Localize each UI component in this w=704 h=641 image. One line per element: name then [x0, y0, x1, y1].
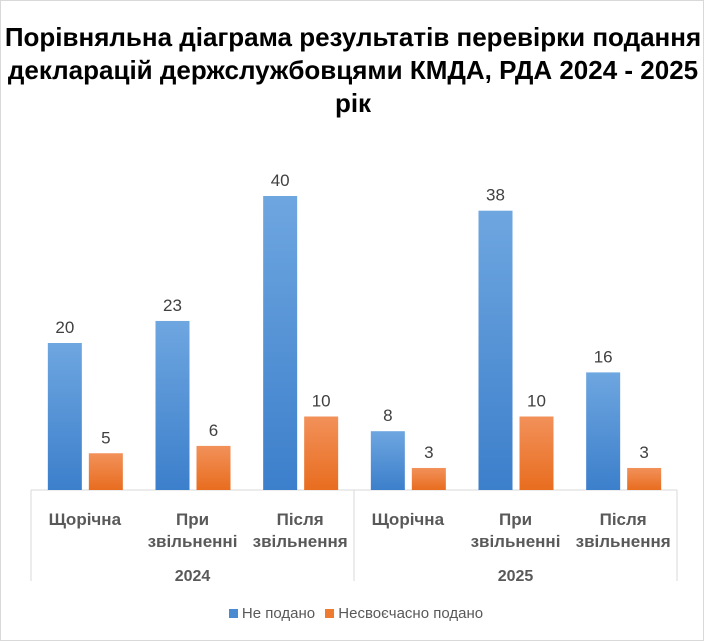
category-label: звільнення: [576, 532, 671, 551]
bar-late-submitted: [411, 467, 446, 490]
bar-late-submitted: [88, 453, 123, 490]
group-label: 2024: [175, 568, 211, 585]
data-label: 8: [383, 406, 392, 425]
category-label: Після: [277, 510, 324, 529]
bar-not-submitted: [478, 210, 513, 490]
bar-late-submitted: [627, 467, 662, 490]
chart-title: Порівняльна діаграма результатів перевір…: [4, 22, 702, 118]
category-label: При: [176, 510, 209, 529]
data-label: 10: [312, 392, 331, 411]
category-label: звільненні: [471, 532, 561, 551]
bar-late-submitted: [304, 416, 339, 490]
data-label: 23: [163, 296, 182, 315]
category-label: При: [499, 510, 532, 529]
data-label: 5: [101, 428, 110, 447]
category-label: звільнення: [253, 532, 348, 551]
data-label: 6: [209, 421, 218, 440]
data-label: 3: [639, 443, 648, 462]
data-label: 3: [424, 443, 433, 462]
legend-label-late-submitted: Несвоєчасно подано: [338, 605, 484, 622]
bar-not-submitted: [47, 343, 82, 490]
category-label: Щорічна: [372, 510, 445, 529]
legend-swatch-not-submitted: [228, 609, 238, 618]
data-label: 20: [55, 318, 74, 337]
category-label: Щорічна: [49, 510, 122, 529]
legend-label-not-submitted: Не подано: [241, 605, 316, 622]
bar-not-submitted: [155, 320, 190, 490]
bar-not-submitted: [263, 196, 298, 490]
bar-not-submitted: [586, 372, 621, 490]
bar-not-submitted: [370, 431, 405, 490]
legend-swatch-late-submitted: [325, 609, 335, 618]
data-label: 16: [594, 347, 613, 366]
bar-late-submitted: [519, 416, 554, 490]
category-label: Після: [600, 510, 647, 529]
data-label: 40: [271, 171, 290, 190]
category-label: звільненні: [148, 532, 238, 551]
data-label: 10: [527, 392, 546, 411]
data-label: 38: [486, 186, 505, 205]
group-label: 2025: [498, 568, 534, 585]
bar-late-submitted: [196, 445, 231, 490]
legend: Не подано Несвоєчасно подано: [1, 605, 703, 622]
